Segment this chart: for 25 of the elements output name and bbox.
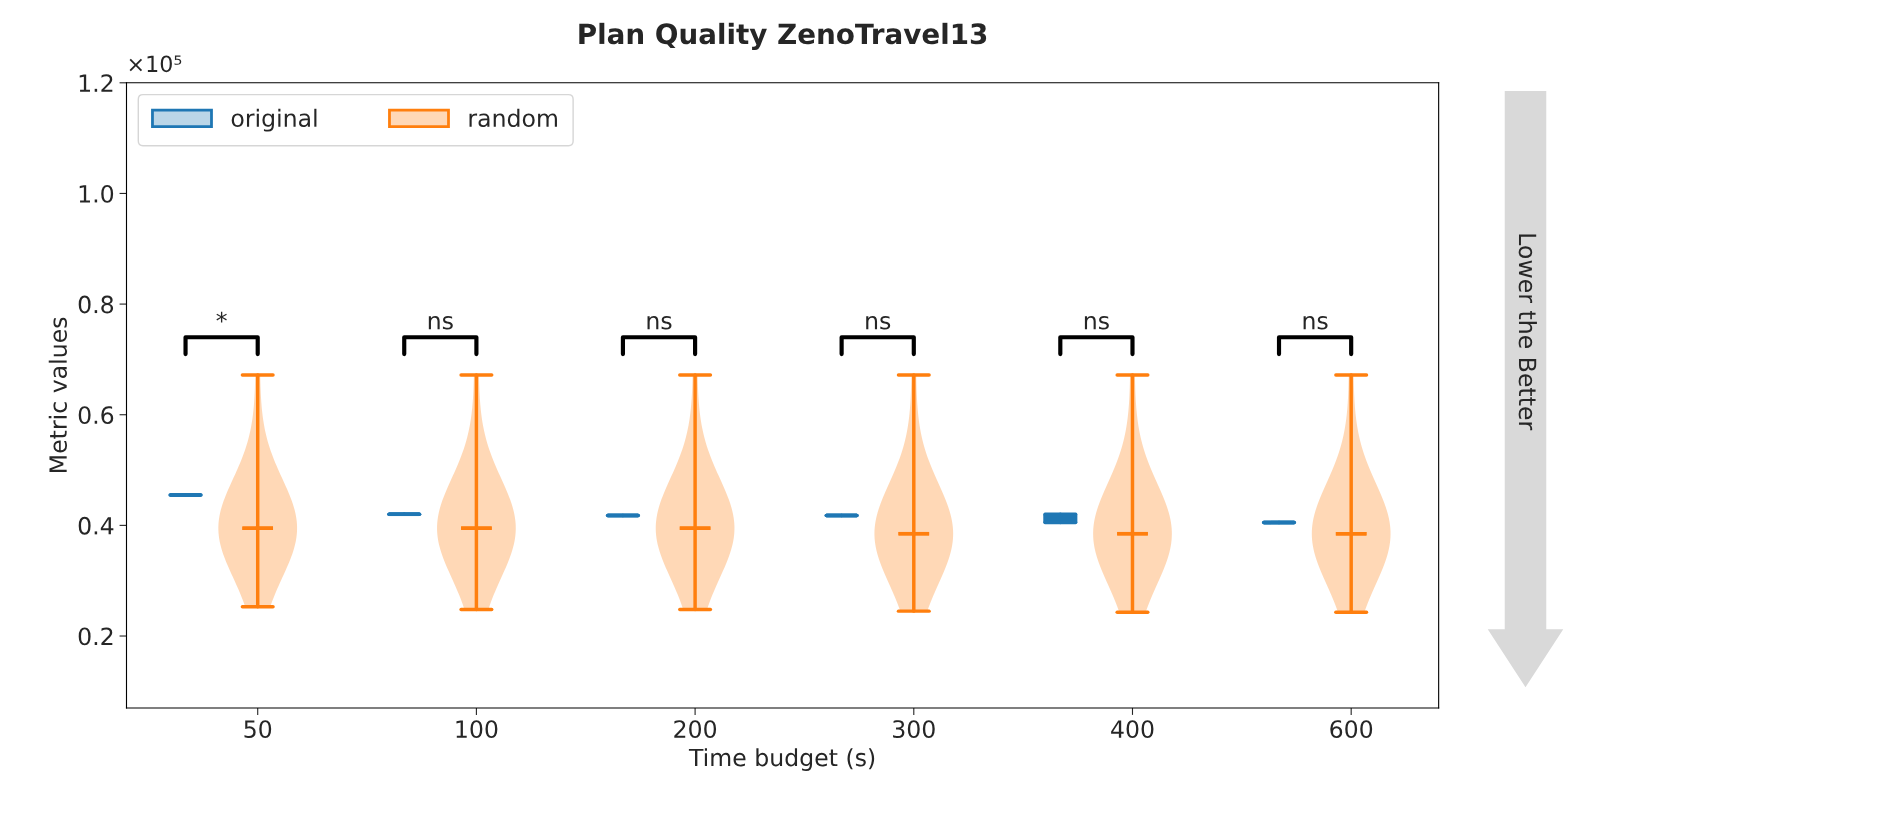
y-tick-label: 0.6: [78, 406, 114, 425]
annotation: ns: [866, 315, 891, 330]
x-tick-label: 50: [244, 720, 272, 739]
y-tick-label: 0.8: [78, 295, 114, 314]
x-tick-label: 200: [674, 720, 717, 739]
text: ×10⁵: [129, 55, 182, 73]
y-tick-label: 0.4: [78, 516, 114, 535]
legend-label: original: [231, 108, 317, 132]
x-tick-label: 400: [1111, 720, 1154, 739]
annotation: ns: [1303, 315, 1328, 330]
y-axis-title: Metric values: [48, 317, 68, 472]
text: Lower the Better: [1518, 234, 1537, 431]
annotation: ns: [647, 315, 672, 330]
y-tick-label: 1.0: [79, 184, 114, 203]
x-tick-label: 100: [456, 720, 498, 739]
x-axis-title: Time budget (s): [688, 748, 875, 771]
legend-label: random: [469, 108, 557, 128]
x-tick-label: 300: [893, 720, 935, 739]
annotation: ns: [1084, 315, 1109, 330]
chart-title: Plan Quality ZenoTravel13: [579, 22, 987, 50]
annotation: *: [216, 311, 227, 323]
y-tick-label: 0.2: [78, 627, 113, 646]
x-tick-label: 600: [1330, 720, 1373, 739]
y-tick-label: 1.2: [79, 74, 113, 92]
annotation: ns: [428, 315, 453, 330]
